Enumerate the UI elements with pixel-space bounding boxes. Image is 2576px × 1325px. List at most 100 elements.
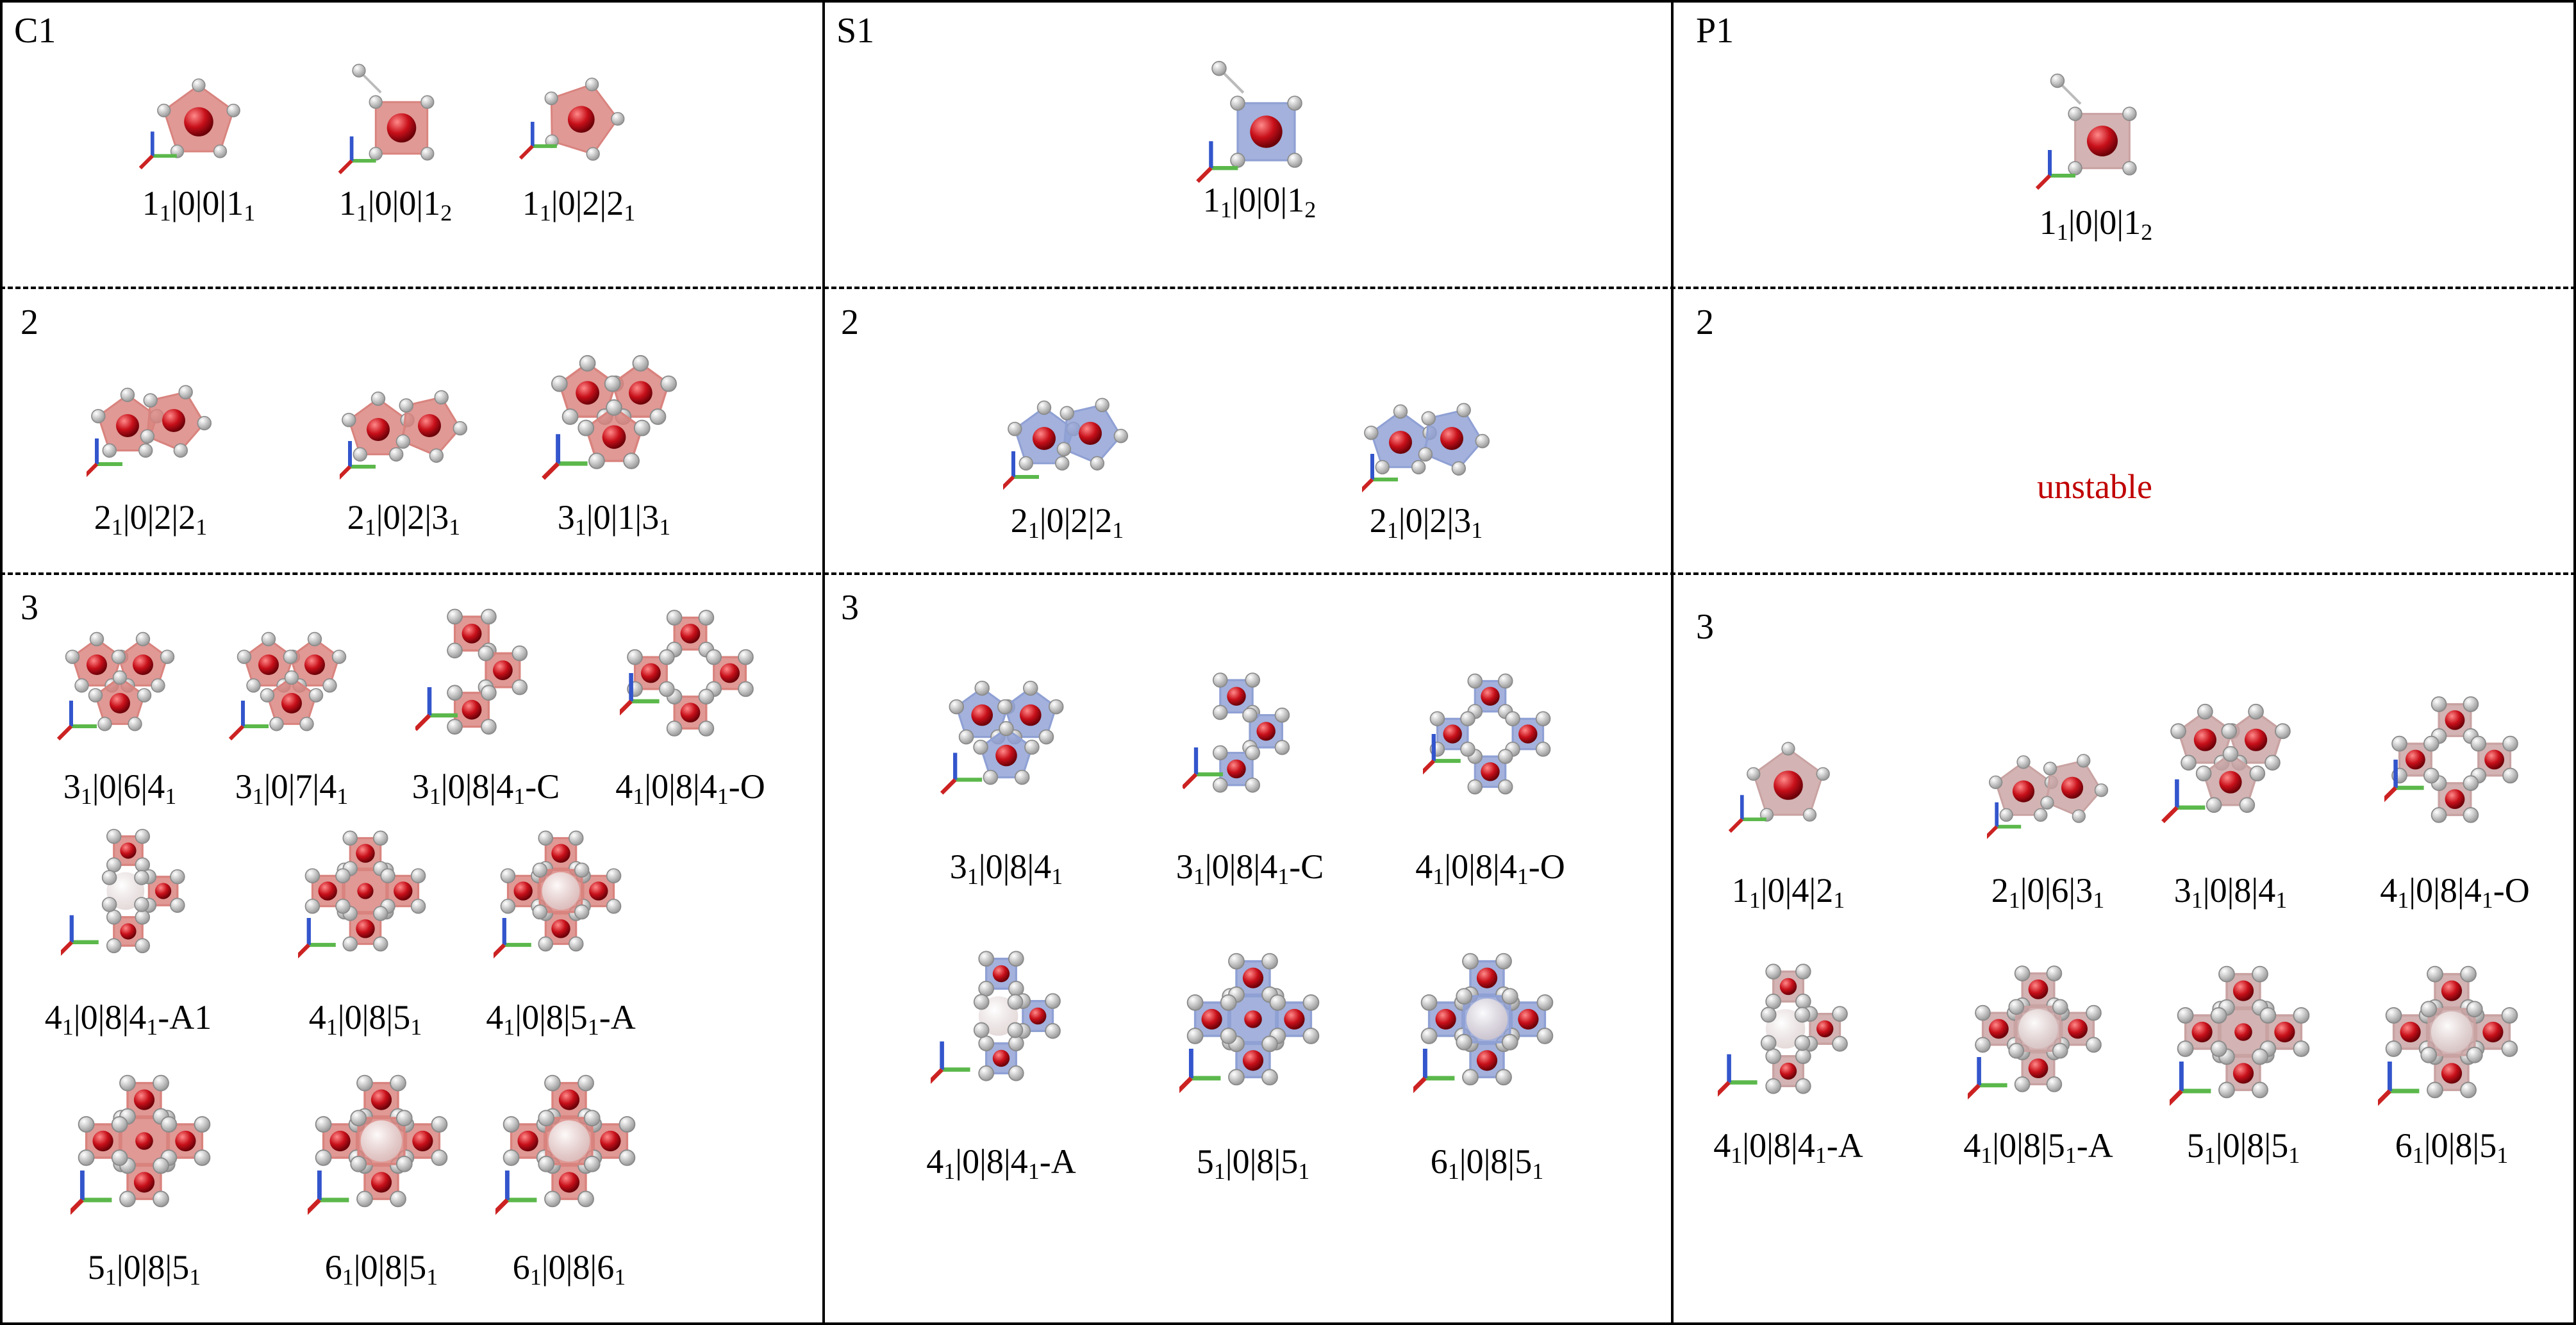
axis-indicator [71,1198,84,1215]
ligand-atom [503,1116,520,1133]
ligand-atom [2197,703,2213,720]
row-divider-2 [0,572,2576,575]
metal-atom [1244,1010,1262,1028]
ligand-atom [1261,1035,1278,1053]
ligand-atom [1495,953,1512,970]
ligand-atom [308,688,324,703]
metal-atom [1227,759,1246,779]
ligand-atom [1375,460,1390,475]
molecule-structure [308,1074,448,1215]
ligand-atom [973,994,990,1010]
structure-label: 21|0|2|21 [1010,501,1124,543]
metal-atom [517,1130,538,1152]
axis-indicator [338,159,353,174]
ligand-atom [2086,1004,2102,1021]
molecule-structure [415,608,528,735]
ligand-atom [160,1116,178,1133]
ligand-atom [322,678,337,693]
ligand-atom [2122,161,2137,176]
structure-label: 21|0|2|31 [347,498,461,540]
metal-atom [2068,1019,2088,1039]
structure-label: 31|0|1|31 [557,498,671,540]
ligand-atom [2248,703,2264,720]
ligand-atom [1008,421,1022,437]
structure-label: 31|0|8|41-C [411,767,560,809]
metal-atom [2232,1063,2254,1084]
metal-atom [2406,749,2425,770]
metal-atom [1765,1009,1806,1049]
axis-indicator [1423,759,1436,775]
structure-label: 41|0|8|41-A [1713,1126,1863,1168]
ligand-atom [1501,1033,1518,1051]
ligand-atom [2463,807,2479,823]
metal-atom [120,923,137,940]
structure-label: 61|0|8|51 [1430,1142,1544,1184]
metal-atom [978,996,1018,1036]
ligand-atom [511,645,528,662]
metal-atom [133,1172,155,1193]
molecule-structure [519,78,625,161]
cell-label: C1 [14,11,56,51]
ligand-atom [2391,735,2407,752]
molecule-structure [2035,73,2137,190]
ligand-atom [137,688,152,703]
axis-indicator [940,778,957,795]
ligand-atom [194,1149,211,1166]
ligand-atom [538,1155,555,1172]
metal-atom [155,883,172,899]
ligand-atom [2502,735,2518,752]
ligand-atom [1535,741,1551,757]
metal-atom [2484,749,2504,770]
ligand-atom [1274,707,1290,723]
cell-label: 3 [841,588,859,628]
ligand-atom [353,447,367,462]
ligand-atom [2420,1046,2438,1063]
ligand-atom [1475,433,1490,449]
metal-atom [2219,771,2242,794]
ligand-atom [1007,994,1024,1010]
ligand-atom [1045,993,1061,1009]
axis-indicator [1728,818,1743,833]
axis-indicator [87,462,99,478]
metal-atom [2018,1009,2058,1049]
metal-atom [1779,1062,1797,1080]
ligand-atom [1467,673,1483,689]
column-divider-1 [822,0,825,1325]
ligand-atom [2463,696,2479,712]
axis-indicator [308,1198,321,1215]
metal-atom [135,1132,153,1150]
ligand-atom [503,1149,520,1166]
ligand-atom [431,1116,448,1133]
ligand-atom [101,897,117,912]
ligand-atom [1242,707,1258,723]
metal-atom [2431,1011,2473,1053]
ligand-atom [352,63,366,78]
structure-label: 11|0|0|12 [1202,181,1317,222]
ligand-atom [134,897,149,912]
unstable-label: unstable [2037,467,2152,506]
ligand-atom [1999,808,2013,822]
ligand-atom [1261,953,1278,970]
ligand-atom [1456,1033,1473,1051]
molecule-structure [1362,403,1490,493]
molecule-structure [494,830,622,958]
ligand-atom [2275,723,2291,739]
metal-atom [2234,1023,2252,1041]
metal-atom [386,113,417,143]
axis-indicator [495,1198,509,1215]
structure-label: 61|0|8|61 [512,1248,626,1290]
ligand-atom [1456,988,1473,1005]
ligand-atom [111,1149,128,1166]
ligand-atom [410,898,426,914]
ligand-atom [532,862,548,878]
metal-atom [1518,724,1538,744]
ligand-atom [1186,1028,1204,1044]
ligand-atom [102,443,117,458]
row-divider-1 [0,287,2576,289]
ligand-atom [2072,809,2086,823]
metal-atom [600,1130,621,1152]
ligand-atom [134,870,149,885]
molecule-structure [1718,963,1848,1097]
ligand-atom [1795,1048,1811,1064]
ligand-atom [1287,96,1302,111]
